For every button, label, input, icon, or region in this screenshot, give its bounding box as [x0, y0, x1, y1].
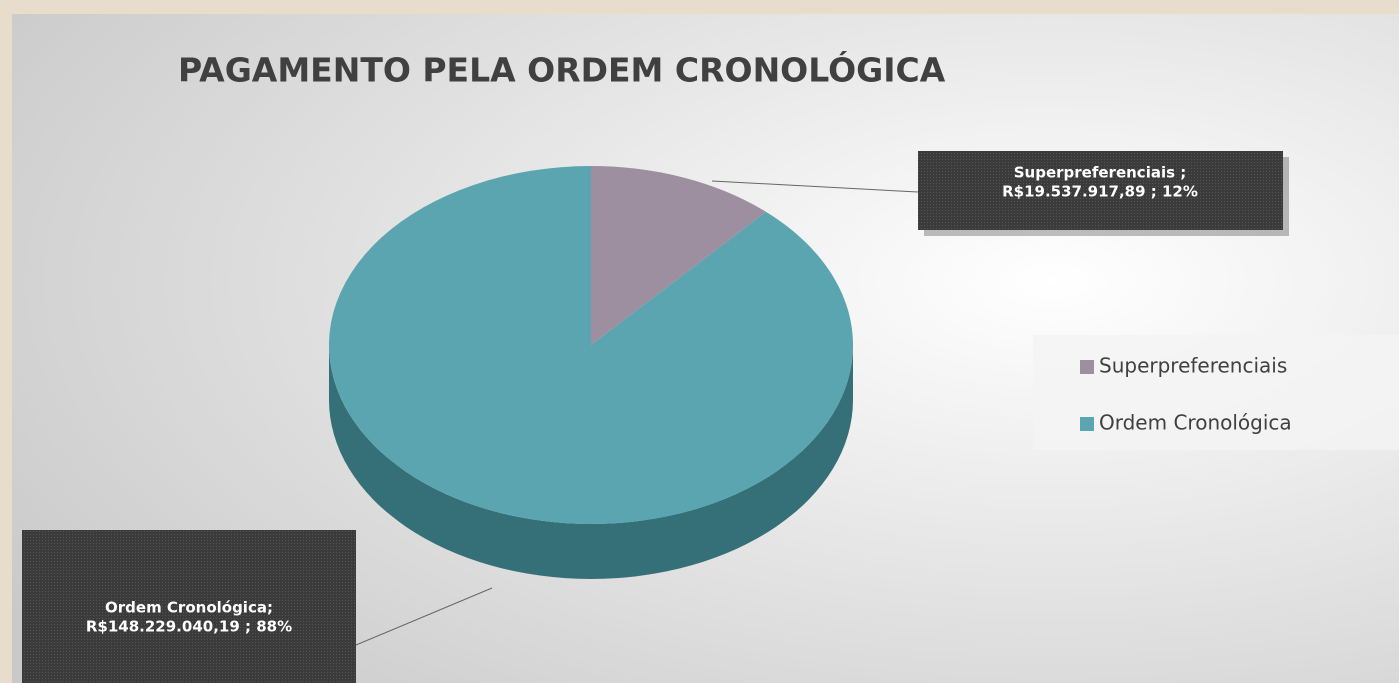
pie-slice — [591, 166, 767, 345]
chart-title: PAGAMENTO PELA ORDEM CRONOLÓGICA — [178, 50, 946, 90]
leader-line — [711, 180, 919, 193]
pie-slice — [329, 166, 854, 524]
legend-swatch — [1080, 417, 1094, 431]
legend-swatch — [1080, 360, 1094, 374]
data-label: R$19.537.917,89 ; 12% — [1002, 183, 1198, 201]
label-box — [22, 530, 356, 683]
data-label: R$148.229.040,19 ; 88% — [86, 618, 292, 636]
legend-label: Superpreferenciais — [1099, 354, 1287, 378]
legend-label: Ordem Cronológica — [1099, 411, 1292, 435]
label-box — [918, 151, 1283, 230]
pie-side — [329, 345, 853, 579]
data-label: Ordem Cronológica; — [105, 599, 273, 617]
data-label: Superpreferenciais ; — [1014, 164, 1187, 182]
leader-line — [355, 587, 493, 646]
